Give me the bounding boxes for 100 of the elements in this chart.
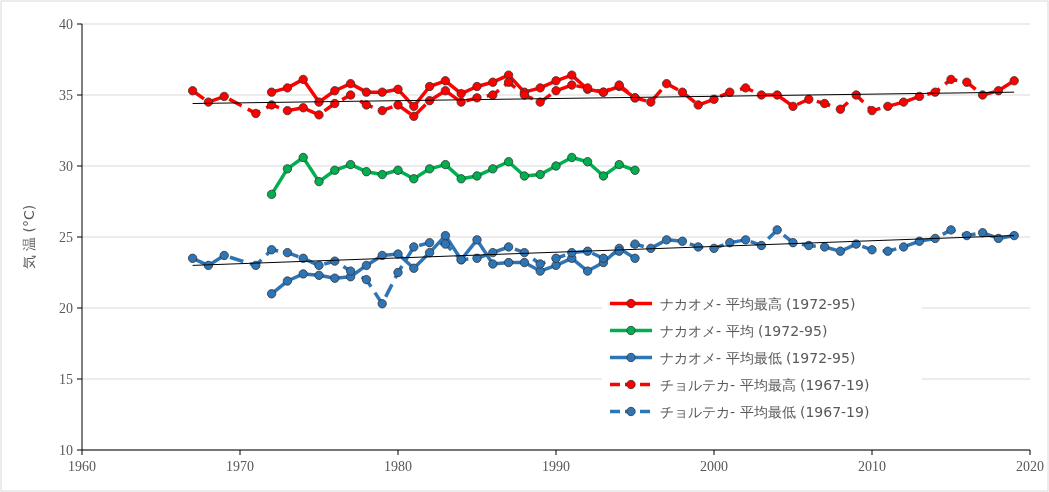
point: [393, 100, 403, 110]
point: [456, 88, 466, 99]
point: [835, 104, 845, 114]
point: [472, 235, 482, 245]
point: [267, 87, 277, 97]
point: [440, 86, 450, 96]
point: [488, 164, 498, 174]
x-tick-label: 2020: [1016, 459, 1044, 474]
point: [472, 81, 482, 92]
point: [630, 253, 640, 263]
point: [567, 152, 577, 163]
point: [883, 246, 893, 256]
legend-label: ナカオメ- 平均最高 (1972-95): [660, 295, 856, 312]
point: [282, 164, 292, 174]
point: [519, 257, 529, 268]
point: [298, 103, 308, 113]
point: [504, 157, 514, 167]
point: [282, 106, 292, 116]
point: [804, 94, 814, 104]
point: [456, 174, 466, 184]
point: [535, 97, 545, 107]
point: [346, 90, 356, 100]
point: [978, 228, 988, 238]
point: [188, 86, 198, 96]
point: [551, 86, 561, 96]
point: [361, 260, 371, 270]
point: [867, 245, 877, 255]
point: [298, 74, 308, 84]
point: [488, 259, 498, 269]
point: [725, 87, 735, 97]
point: [820, 98, 830, 109]
point: [1009, 230, 1019, 241]
point: [314, 177, 324, 187]
point: [440, 76, 450, 86]
x-tick-label: 1970: [226, 459, 254, 474]
point: [598, 171, 608, 181]
point: [314, 260, 324, 270]
point: [867, 106, 877, 116]
point: [662, 79, 672, 89]
point: [630, 165, 640, 175]
point: [551, 161, 561, 171]
point: [835, 246, 845, 256]
point: [409, 242, 419, 252]
point: [440, 239, 450, 249]
point: [598, 253, 608, 263]
point: [962, 77, 972, 87]
point: [504, 77, 514, 87]
point: [330, 273, 340, 283]
point: [361, 100, 371, 110]
point: [567, 80, 577, 90]
point: [314, 110, 324, 120]
point: [377, 106, 387, 116]
legend-label: ナカオメ- 平均 (1972-95): [660, 322, 828, 339]
point: [219, 91, 229, 102]
y-tick-label: 20: [59, 301, 73, 316]
point: [330, 165, 340, 175]
x-tick-label: 2010: [858, 459, 886, 474]
point: [741, 235, 751, 245]
point: [883, 101, 893, 111]
point: [361, 87, 371, 97]
point: [772, 225, 782, 235]
legend-label: チョルテカ- 平均最高 (1967-19): [660, 376, 870, 393]
point: [393, 249, 403, 259]
point: [693, 100, 703, 110]
point: [488, 90, 498, 100]
point: [946, 74, 956, 84]
point: [677, 236, 687, 246]
x-tick-label: 2000: [700, 459, 728, 474]
point: [535, 169, 545, 180]
point: [251, 108, 261, 119]
point: [504, 242, 514, 252]
legend-label: チョルテカ- 平均最低 (1967-19): [660, 403, 870, 420]
point: [409, 111, 419, 121]
point: [946, 225, 956, 235]
point: [409, 263, 419, 273]
y-tick-label: 15: [59, 372, 73, 387]
point: [267, 289, 277, 299]
point: [282, 276, 292, 286]
point: [440, 159, 450, 170]
y-tick-label: 35: [59, 88, 73, 103]
point: [899, 97, 909, 107]
point: [409, 174, 419, 184]
x-tick-label: 1980: [384, 459, 412, 474]
y-tick-label: 10: [59, 443, 73, 458]
point: [583, 157, 593, 167]
point: [393, 267, 403, 278]
point: [346, 266, 356, 276]
y-tick-label: 30: [59, 159, 73, 174]
point: [346, 159, 356, 170]
point: [630, 239, 640, 249]
point: [298, 269, 308, 279]
y-tick-label: 40: [59, 17, 73, 32]
point: [535, 259, 545, 269]
point: [377, 299, 387, 309]
point: [504, 257, 514, 268]
point: [377, 87, 387, 97]
point: [820, 242, 830, 252]
point: [425, 238, 435, 248]
point: [188, 253, 198, 263]
point: [535, 83, 545, 93]
